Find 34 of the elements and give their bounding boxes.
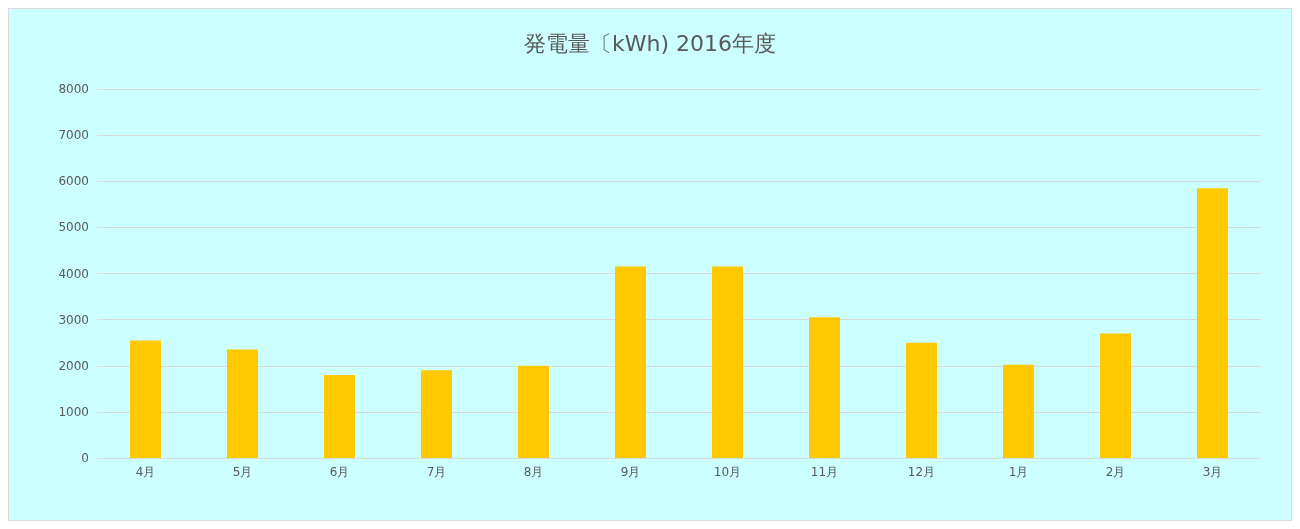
bar: [1196, 188, 1229, 458]
x-tick-label: 5月: [232, 465, 253, 479]
x-tick-label: 8月: [523, 465, 544, 479]
y-tick-label: 0: [81, 451, 89, 465]
bar: [808, 317, 841, 458]
y-tick-label: 6000: [58, 174, 89, 189]
x-tick-label: 4月: [135, 465, 156, 479]
bar: [711, 266, 744, 458]
x-tick-label: 3月: [1202, 465, 1223, 479]
bar: [517, 365, 550, 458]
x-tick-label: 9月: [620, 465, 641, 479]
bar: [614, 266, 647, 458]
x-tick-label: 11月: [810, 465, 839, 479]
x-tick-label: 7月: [426, 465, 447, 479]
x-tick-label: 1月: [1008, 465, 1029, 479]
y-tick-label: 8000: [58, 82, 89, 96]
y-tick-label: 1000: [58, 404, 89, 419]
bar: [1099, 333, 1132, 458]
chart-title: 発電量〔kWh) 2016年度: [523, 30, 777, 56]
bar: [420, 370, 453, 458]
y-tick-label: 7000: [58, 128, 89, 143]
x-tick-label: 6月: [329, 465, 350, 479]
y-tick-label: 3000: [58, 312, 89, 327]
y-tick-label: 2000: [58, 358, 89, 373]
y-tick-label: 5000: [58, 220, 89, 235]
bar: [226, 349, 259, 458]
bar: [129, 340, 162, 458]
x-tick-label: 10月: [713, 465, 742, 479]
x-tick-label: 12月: [907, 465, 936, 479]
x-tick-label: 2月: [1105, 465, 1126, 479]
y-tick-label: 4000: [58, 266, 89, 281]
bar: [1002, 364, 1035, 458]
bar: [905, 342, 938, 458]
bar: [323, 374, 356, 458]
